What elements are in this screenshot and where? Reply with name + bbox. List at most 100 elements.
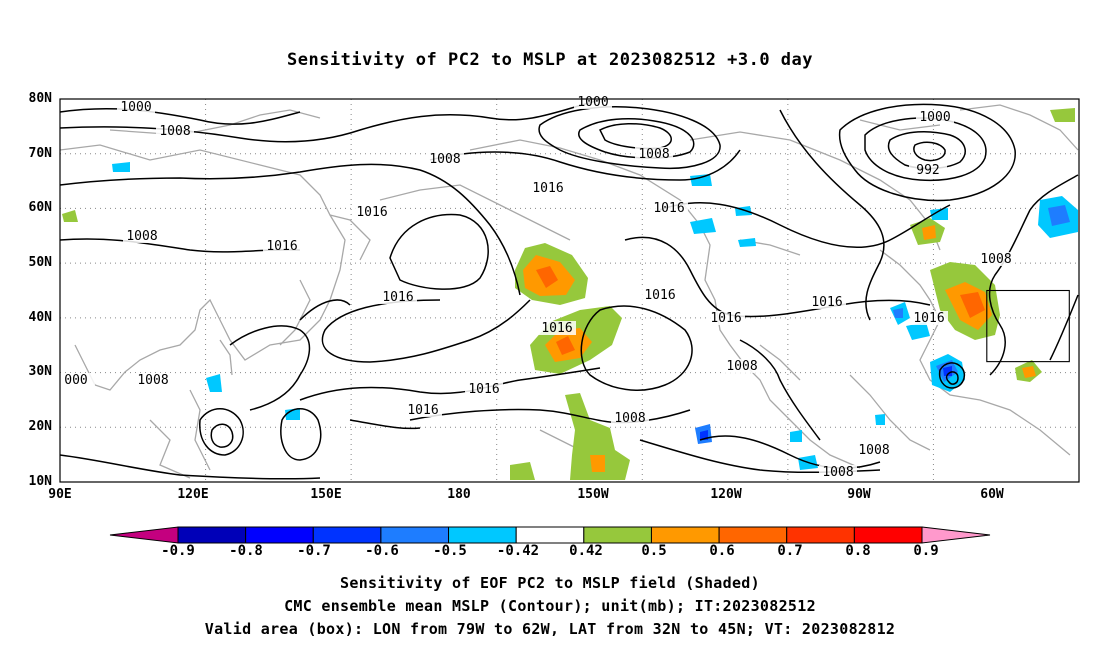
lat-label: 60N xyxy=(28,200,52,215)
positive-patch-subtropical xyxy=(565,393,630,480)
positive-patch-hawaii xyxy=(510,462,535,480)
contour-label: 1008 xyxy=(614,411,645,426)
lon-label: 120E xyxy=(177,487,209,502)
contour-label-bg xyxy=(123,229,161,243)
contour-label-bg xyxy=(723,359,761,373)
contour-label: 1008 xyxy=(429,152,460,167)
colorbar-label: -0.7 xyxy=(297,543,331,559)
contour-label: 1008 xyxy=(980,252,1011,267)
colorbar-swatch xyxy=(786,526,855,544)
positive-patch-alaska-gulf-inner xyxy=(536,266,558,288)
caption-valid-area: Valid area (box): LON from 79W to 62W, L… xyxy=(204,620,896,638)
contour-label: 1008 xyxy=(126,229,157,244)
contour-label: 1016 xyxy=(644,288,675,303)
contour-label: 1016 xyxy=(653,201,684,216)
colorbar-label: 0.7 xyxy=(777,543,803,559)
contour-label: 000 xyxy=(64,373,87,388)
caption-contour: CMC ensemble mean MSLP (Contour); unit(m… xyxy=(284,597,816,615)
negative-patch-canada-2 xyxy=(738,238,756,247)
colorbar-swatch xyxy=(380,526,450,544)
contour-label: 1008 xyxy=(137,373,168,388)
contour-label-bg xyxy=(538,321,576,335)
map-frame xyxy=(59,98,1080,483)
negative-patch-far-atlantic-core xyxy=(1048,205,1070,226)
contour-label: 1016 xyxy=(811,295,842,310)
contour-label-bg xyxy=(641,288,679,302)
contour-label: 1016 xyxy=(266,239,297,254)
lat-label: 70N xyxy=(28,146,52,161)
negative-patch-west-pacific xyxy=(206,374,222,392)
colorbar-extend-high xyxy=(921,526,991,544)
contour-label: 1016 xyxy=(407,403,438,418)
lat-label: 40N xyxy=(28,310,52,325)
contour-label-bg xyxy=(635,147,673,161)
contour-label: 1016 xyxy=(468,382,499,397)
contour-label-bg xyxy=(379,290,417,304)
contour-label-bg xyxy=(426,152,464,166)
contour-label: 1000 xyxy=(577,95,608,110)
contour-label-bg xyxy=(707,311,745,325)
negative-patch-east-coast-2 xyxy=(906,322,930,340)
contour-label: 1008 xyxy=(159,124,190,139)
contour-label-bg xyxy=(353,205,391,219)
colorbar-swatch xyxy=(718,526,788,544)
contour-label: 1016 xyxy=(532,181,563,196)
contour-label: 1008 xyxy=(638,147,669,162)
sensitivity-shading xyxy=(62,108,1078,480)
positive-patch-atlantic-inner xyxy=(960,292,985,318)
colorbar-swatch xyxy=(583,526,652,544)
colorbar-label: -0.8 xyxy=(229,543,263,559)
colorbar-label: -0.9 xyxy=(161,543,195,559)
contour-label: 1000 xyxy=(919,110,950,125)
colorbar-swatch xyxy=(177,526,247,544)
contour-label: 1008 xyxy=(726,359,757,374)
negative-patch-caribbean xyxy=(875,414,885,425)
lat-label: 80N xyxy=(28,91,52,106)
positive-patch-west-siberia xyxy=(62,210,78,222)
colorbar-swatch xyxy=(245,526,314,544)
positive-patch-east-atlantic-core xyxy=(1022,366,1036,378)
colorbar-swatch xyxy=(312,526,382,544)
valid-area-box xyxy=(986,289,1070,363)
contour-label: 1000 xyxy=(120,100,151,115)
colorbar-swatch xyxy=(515,526,585,544)
contour-labels: 1000 1008 1008 1016 1016 1008 1016 1016 1016 1016… xyxy=(57,95,1015,480)
negative-patch-canada-1 xyxy=(690,218,716,234)
contour-label: 992 xyxy=(916,163,939,178)
contour-label: 1008 xyxy=(858,443,889,458)
contour-label-bg xyxy=(819,465,857,479)
contour-label: 1016 xyxy=(541,321,572,336)
contour-label: 1016 xyxy=(913,311,944,326)
contour-label-bg xyxy=(465,382,503,396)
contour-label: 1016 xyxy=(710,311,741,326)
contour-label-bg xyxy=(977,252,1015,266)
negative-patch-greenland xyxy=(930,208,948,220)
positive-patch-subtropical-core xyxy=(590,455,605,472)
lat-label: 20N xyxy=(28,419,52,434)
caption-shading: Sensitivity of EOF PC2 to MSLP field (Sh… xyxy=(340,574,760,592)
contour-label-bg xyxy=(910,311,948,325)
colorbar-swatch xyxy=(853,526,923,544)
contour-label: 1016 xyxy=(356,205,387,220)
contour-label-bg xyxy=(263,239,301,253)
positive-patch-newfoundland-core xyxy=(922,225,936,240)
colorbar-label: 0.8 xyxy=(845,543,871,559)
lon-label: 180 xyxy=(447,487,471,502)
lon-label: 150E xyxy=(310,487,342,502)
lon-label: 120W xyxy=(710,487,742,502)
lat-label: 50N xyxy=(28,255,52,270)
colorbar-label: -0.6 xyxy=(365,543,399,559)
map-title: Sensitivity of PC2 to MSLP at 2023082512… xyxy=(286,50,813,70)
contour-label-bg xyxy=(650,201,688,215)
colorbar-label: -0.5 xyxy=(433,543,467,559)
contour-label-bg xyxy=(529,181,567,195)
lon-label: 90E xyxy=(48,487,72,502)
colorbar-label: 0.6 xyxy=(709,543,735,559)
negative-patch-east-pacific-3 xyxy=(790,430,802,442)
colorbar-label: 0.5 xyxy=(641,543,667,559)
lon-label: 150W xyxy=(577,487,609,502)
contour-label-bg xyxy=(156,124,194,138)
contour-label: 1016 xyxy=(382,290,413,305)
negative-patch-central-west-pacific xyxy=(285,408,300,420)
